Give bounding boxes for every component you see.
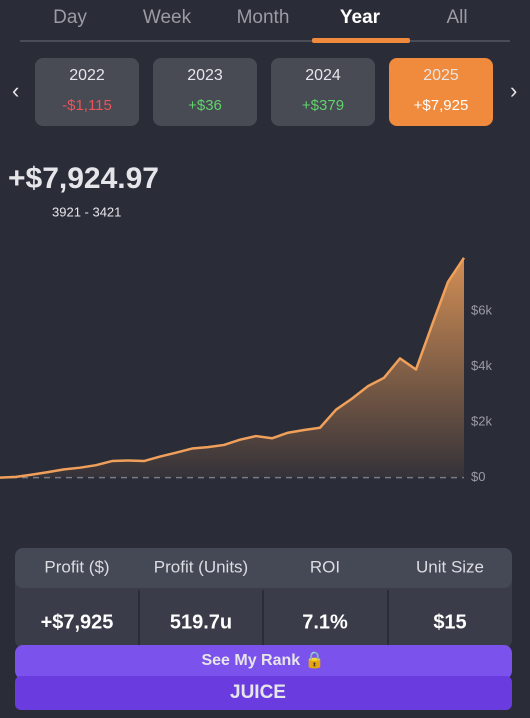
stat-header: ROI	[310, 557, 340, 576]
stat-header: Profit (Units)	[154, 557, 248, 576]
brand-label: JUICE	[230, 682, 286, 703]
stat-value: $15	[433, 611, 466, 633]
tab[interactable]: Week	[143, 7, 192, 28]
year-card[interactable]	[271, 58, 375, 126]
tab[interactable]: Year	[340, 7, 381, 28]
stat-value: +$7,925	[41, 611, 114, 633]
y-tick-label: $2k	[471, 414, 492, 429]
year-profit: +$379	[302, 97, 344, 114]
stat-header: Profit ($)	[44, 557, 109, 576]
line	[0, 257, 466, 479]
tab-indicator	[312, 38, 410, 43]
headline-record: 3921 - 3421	[52, 204, 121, 219]
year-card[interactable]	[389, 58, 493, 126]
year-card[interactable]	[35, 58, 139, 126]
y-tick-label: $4k	[471, 358, 492, 373]
year-label: 2023	[187, 67, 223, 84]
year-profit: +$36	[188, 97, 222, 114]
rank-button[interactable]	[15, 645, 512, 679]
tab[interactable]: Day	[53, 7, 87, 28]
year-label: 2022	[69, 67, 105, 84]
year-card[interactable]	[153, 58, 257, 126]
tab[interactable]: All	[446, 7, 467, 28]
y-tick-label: $6k	[471, 303, 492, 318]
year-profit: +$7,925	[414, 97, 469, 114]
tab[interactable]: Month	[237, 7, 290, 28]
next-arrow[interactable]: ›	[510, 78, 517, 103]
brand-bar	[15, 676, 512, 710]
rank-label: See My Rank 🔒	[201, 651, 324, 669]
area	[0, 257, 464, 478]
year-label: 2024	[305, 67, 341, 84]
year-label: 2025	[423, 67, 459, 84]
prev-arrow[interactable]: ‹	[12, 78, 19, 103]
stats-header	[15, 548, 512, 588]
year-profit: -$1,115	[62, 97, 112, 114]
y-tick-label: $0	[471, 469, 485, 484]
stat-header: Unit Size	[416, 557, 484, 576]
stat-value: 519.7u	[170, 611, 232, 633]
stat-value: 7.1%	[302, 611, 348, 633]
headline-amount: +$7,924.97	[8, 162, 159, 195]
